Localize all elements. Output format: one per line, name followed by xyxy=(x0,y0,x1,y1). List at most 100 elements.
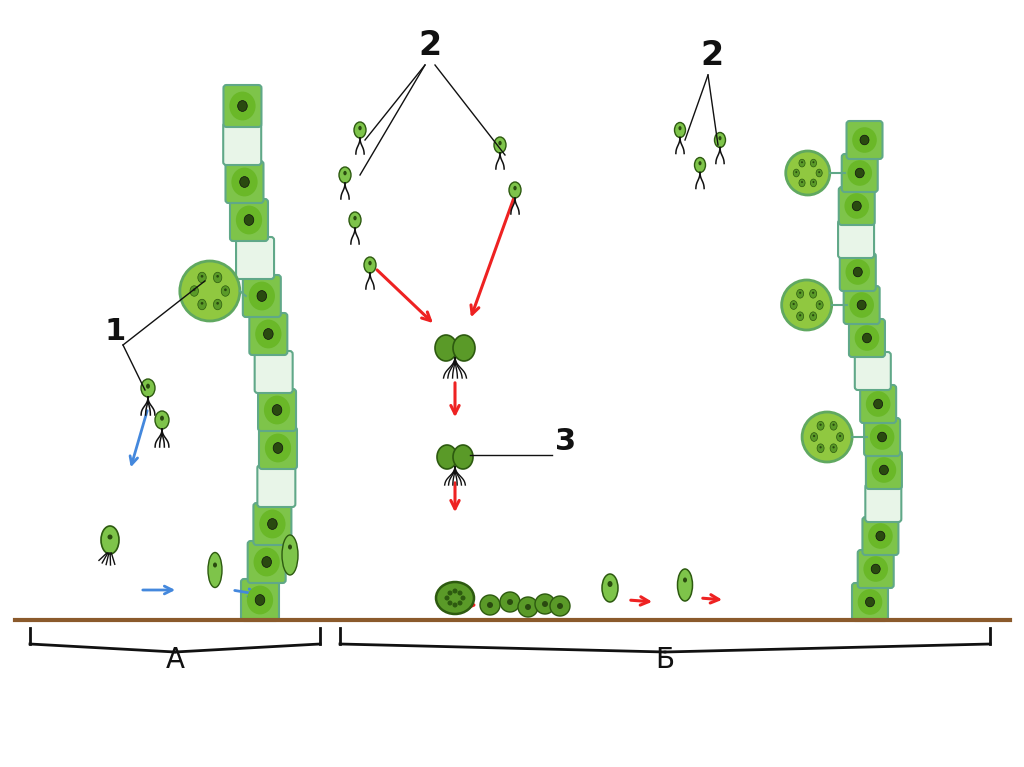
Ellipse shape xyxy=(453,445,473,469)
Ellipse shape xyxy=(339,167,351,183)
Ellipse shape xyxy=(236,206,262,235)
Ellipse shape xyxy=(272,405,282,416)
Ellipse shape xyxy=(101,526,119,554)
Circle shape xyxy=(781,280,831,330)
FancyBboxPatch shape xyxy=(230,199,268,241)
Ellipse shape xyxy=(146,384,150,389)
Ellipse shape xyxy=(837,433,844,441)
Ellipse shape xyxy=(509,182,521,198)
FancyBboxPatch shape xyxy=(855,352,891,390)
Ellipse shape xyxy=(698,161,701,166)
Text: 1: 1 xyxy=(104,317,126,346)
Ellipse shape xyxy=(865,597,874,607)
Ellipse shape xyxy=(265,433,291,463)
Text: 3: 3 xyxy=(555,427,577,456)
Ellipse shape xyxy=(288,545,292,549)
Ellipse shape xyxy=(812,181,814,183)
Ellipse shape xyxy=(255,320,282,348)
FancyBboxPatch shape xyxy=(849,319,885,357)
Ellipse shape xyxy=(255,594,265,605)
Ellipse shape xyxy=(108,535,113,539)
Circle shape xyxy=(550,596,570,616)
Ellipse shape xyxy=(343,171,347,176)
Ellipse shape xyxy=(810,312,817,321)
Ellipse shape xyxy=(198,272,206,283)
Ellipse shape xyxy=(193,288,196,291)
Ellipse shape xyxy=(447,591,453,595)
Circle shape xyxy=(507,599,513,605)
FancyBboxPatch shape xyxy=(847,121,883,159)
Ellipse shape xyxy=(257,291,266,301)
FancyBboxPatch shape xyxy=(258,389,296,431)
Ellipse shape xyxy=(353,216,356,220)
Ellipse shape xyxy=(221,286,229,296)
Ellipse shape xyxy=(810,289,817,298)
Ellipse shape xyxy=(855,325,880,351)
FancyBboxPatch shape xyxy=(864,418,900,456)
Circle shape xyxy=(525,604,531,610)
Ellipse shape xyxy=(799,291,802,294)
Ellipse shape xyxy=(833,446,835,449)
Ellipse shape xyxy=(801,161,803,163)
Ellipse shape xyxy=(818,303,821,305)
Circle shape xyxy=(180,261,240,321)
Ellipse shape xyxy=(833,423,835,426)
Ellipse shape xyxy=(871,565,881,574)
FancyBboxPatch shape xyxy=(259,427,297,469)
Ellipse shape xyxy=(444,595,450,601)
Circle shape xyxy=(542,601,548,607)
Ellipse shape xyxy=(873,399,883,409)
FancyBboxPatch shape xyxy=(866,451,902,489)
Ellipse shape xyxy=(160,416,164,421)
FancyBboxPatch shape xyxy=(225,161,263,203)
FancyBboxPatch shape xyxy=(243,275,281,317)
Ellipse shape xyxy=(244,215,254,225)
FancyBboxPatch shape xyxy=(249,313,288,355)
Ellipse shape xyxy=(349,212,361,228)
Ellipse shape xyxy=(513,186,517,190)
Ellipse shape xyxy=(453,335,475,361)
FancyBboxPatch shape xyxy=(241,579,279,621)
Ellipse shape xyxy=(799,179,805,186)
Ellipse shape xyxy=(683,578,687,582)
FancyBboxPatch shape xyxy=(839,187,874,225)
Ellipse shape xyxy=(229,91,256,120)
Ellipse shape xyxy=(435,335,457,361)
Ellipse shape xyxy=(869,424,894,449)
Ellipse shape xyxy=(719,136,722,140)
Ellipse shape xyxy=(816,301,823,309)
Ellipse shape xyxy=(811,433,817,441)
Ellipse shape xyxy=(813,435,815,437)
Ellipse shape xyxy=(799,160,805,167)
Ellipse shape xyxy=(453,603,458,607)
Ellipse shape xyxy=(461,595,466,601)
Ellipse shape xyxy=(224,288,226,291)
Ellipse shape xyxy=(694,157,706,173)
Circle shape xyxy=(500,592,520,612)
Ellipse shape xyxy=(369,261,372,265)
FancyBboxPatch shape xyxy=(838,220,874,258)
Ellipse shape xyxy=(216,302,219,304)
Ellipse shape xyxy=(855,168,864,178)
Ellipse shape xyxy=(263,328,273,340)
Ellipse shape xyxy=(849,292,873,318)
Ellipse shape xyxy=(830,421,837,430)
FancyBboxPatch shape xyxy=(223,85,261,127)
FancyBboxPatch shape xyxy=(862,517,898,555)
Ellipse shape xyxy=(818,171,820,173)
Ellipse shape xyxy=(436,582,474,614)
Circle shape xyxy=(785,151,829,195)
Circle shape xyxy=(487,602,493,608)
FancyBboxPatch shape xyxy=(223,123,261,165)
Ellipse shape xyxy=(817,421,824,430)
Ellipse shape xyxy=(499,141,502,145)
Circle shape xyxy=(535,594,555,614)
Circle shape xyxy=(480,595,500,615)
Ellipse shape xyxy=(198,299,206,310)
Ellipse shape xyxy=(678,569,692,601)
Ellipse shape xyxy=(848,160,872,186)
Ellipse shape xyxy=(868,523,893,549)
Ellipse shape xyxy=(793,303,795,305)
Ellipse shape xyxy=(857,300,866,310)
Ellipse shape xyxy=(852,201,861,211)
